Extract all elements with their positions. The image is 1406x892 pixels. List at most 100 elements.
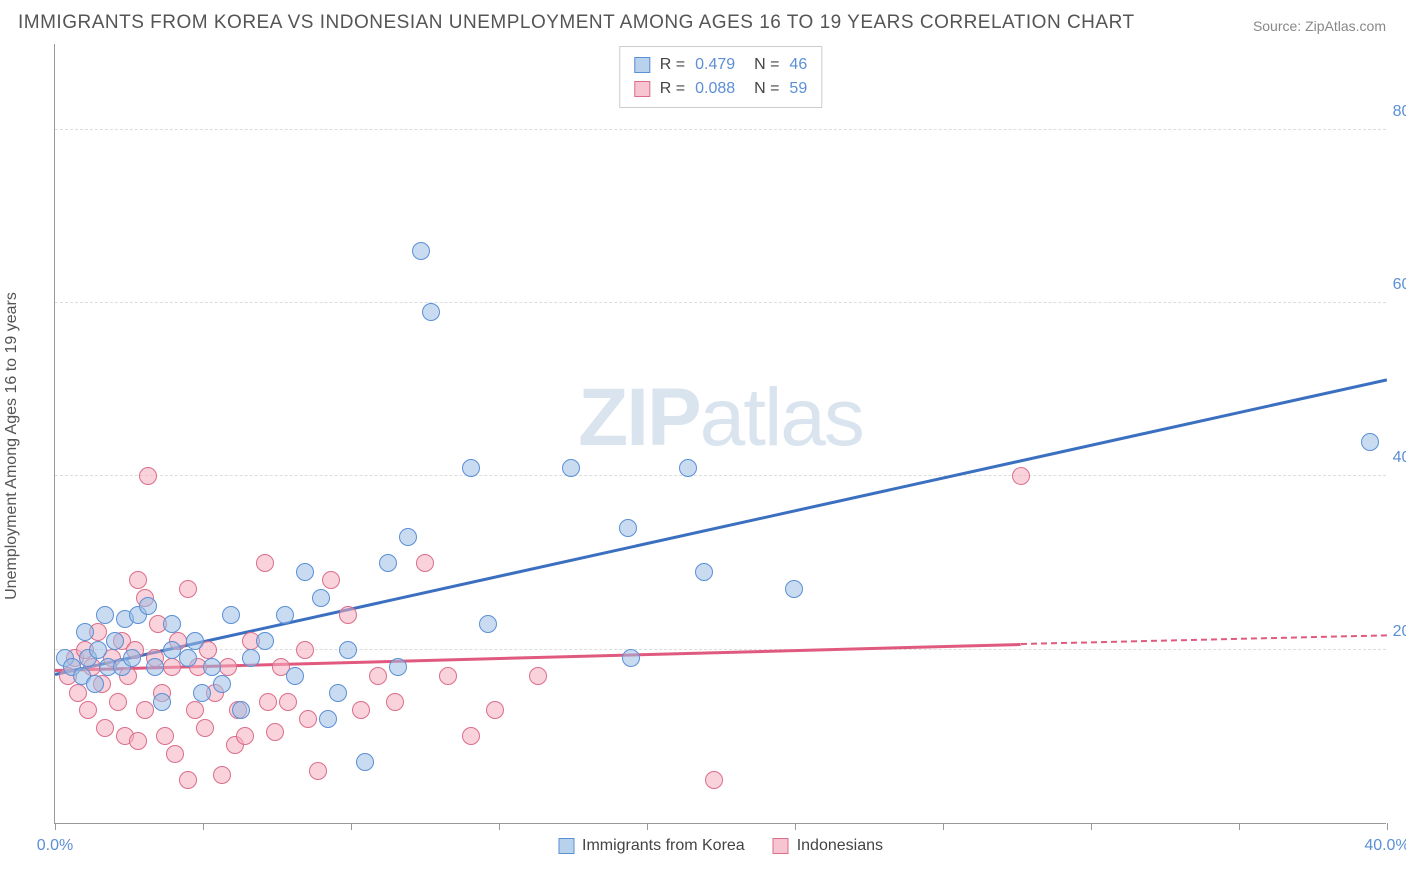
stat-n-value: 59: [789, 77, 807, 101]
x-tick: [1091, 823, 1092, 830]
legend-correlation: R = 0.479 N = 46 R = 0.088 N = 59: [619, 46, 822, 108]
scatter-point: [1012, 467, 1030, 485]
scatter-point: [213, 766, 231, 784]
scatter-point: [329, 684, 347, 702]
scatter-point: [129, 732, 147, 750]
x-tick: [1387, 823, 1388, 830]
scatter-point: [213, 675, 231, 693]
trend-line: [1021, 635, 1387, 646]
scatter-point: [163, 615, 181, 633]
scatter-point: [529, 667, 547, 685]
scatter-point: [232, 701, 250, 719]
scatter-point: [193, 684, 211, 702]
scatter-point: [352, 701, 370, 719]
gridline: [55, 302, 1386, 303]
scatter-point: [129, 571, 147, 589]
scatter-point: [139, 597, 157, 615]
scatter-point: [339, 641, 357, 659]
legend-series: Immigrants from Korea Indonesians: [558, 837, 883, 855]
y-axis-label: Unemployment Among Ages 16 to 19 years: [3, 292, 21, 600]
scatter-point: [399, 528, 417, 546]
scatter-point: [79, 701, 97, 719]
stat-r-label: R =: [660, 77, 685, 101]
stat-n-label: N =: [745, 77, 779, 101]
y-tick-label: 40.0%: [1393, 449, 1406, 467]
scatter-point: [186, 632, 204, 650]
y-tick-label: 80.0%: [1393, 103, 1406, 121]
scatter-point: [146, 658, 164, 676]
scatter-point: [322, 571, 340, 589]
x-tick: [499, 823, 500, 830]
scatter-point: [486, 701, 504, 719]
scatter-point: [622, 649, 640, 667]
trend-line: [55, 379, 1388, 676]
source-label: Source: ZipAtlas.com: [1253, 18, 1386, 34]
scatter-point: [379, 554, 397, 572]
x-tick: [795, 823, 796, 830]
scatter-point: [386, 693, 404, 711]
x-tick: [1239, 823, 1240, 830]
scatter-point: [296, 563, 314, 581]
gridline: [55, 129, 1386, 130]
scatter-point: [296, 641, 314, 659]
x-tick: [351, 823, 352, 830]
scatter-point: [86, 675, 104, 693]
scatter-point: [163, 641, 181, 659]
scatter-point: [562, 459, 580, 477]
y-tick-label: 20.0%: [1393, 623, 1406, 641]
scatter-point: [369, 667, 387, 685]
scatter-point: [179, 580, 197, 598]
scatter-point: [203, 658, 221, 676]
scatter-point: [356, 753, 374, 771]
scatter-point: [186, 701, 204, 719]
stat-r-value: 0.088: [695, 77, 735, 101]
scatter-point: [309, 762, 327, 780]
x-tick: [647, 823, 648, 830]
legend-label: Indonesians: [797, 837, 883, 855]
gridline: [55, 475, 1386, 476]
scatter-point: [236, 727, 254, 745]
scatter-point: [479, 615, 497, 633]
stat-r-label: R =: [660, 53, 685, 77]
scatter-point: [219, 658, 237, 676]
legend-row-series2: R = 0.088 N = 59: [634, 77, 807, 101]
scatter-point: [389, 658, 407, 676]
scatter-point: [312, 589, 330, 607]
scatter-point: [276, 606, 294, 624]
scatter-point: [259, 693, 277, 711]
scatter-point: [266, 723, 284, 741]
scatter-point: [256, 632, 274, 650]
chart-title: IMMIGRANTS FROM KOREA VS INDONESIAN UNEM…: [18, 12, 1135, 34]
scatter-point: [785, 580, 803, 598]
scatter-point: [136, 701, 154, 719]
scatter-point: [179, 771, 197, 789]
stat-r-value: 0.479: [695, 53, 735, 77]
scatter-point: [619, 519, 637, 537]
x-tick: [943, 823, 944, 830]
scatter-point: [89, 641, 107, 659]
scatter-point: [416, 554, 434, 572]
scatter-point: [163, 658, 181, 676]
legend-label: Immigrants from Korea: [582, 837, 745, 855]
scatter-point: [422, 303, 440, 321]
swatch-icon: [558, 838, 574, 854]
scatter-point: [412, 242, 430, 260]
scatter-point: [256, 554, 274, 572]
scatter-point: [462, 459, 480, 477]
watermark: ZIPatlas: [578, 371, 863, 465]
x-tick: [55, 823, 56, 830]
x-tick-label: 40.0%: [1364, 837, 1406, 855]
scatter-point: [705, 771, 723, 789]
scatter-point: [96, 719, 114, 737]
y-tick-label: 60.0%: [1393, 276, 1406, 294]
scatter-point: [166, 745, 184, 763]
scatter-point: [153, 693, 171, 711]
scatter-point: [1361, 433, 1379, 451]
x-tick-label: 0.0%: [37, 837, 73, 855]
scatter-point: [96, 606, 114, 624]
scatter-point: [156, 727, 174, 745]
scatter-point: [679, 459, 697, 477]
scatter-point: [279, 693, 297, 711]
scatter-point: [179, 649, 197, 667]
stat-n-label: N =: [745, 53, 779, 77]
